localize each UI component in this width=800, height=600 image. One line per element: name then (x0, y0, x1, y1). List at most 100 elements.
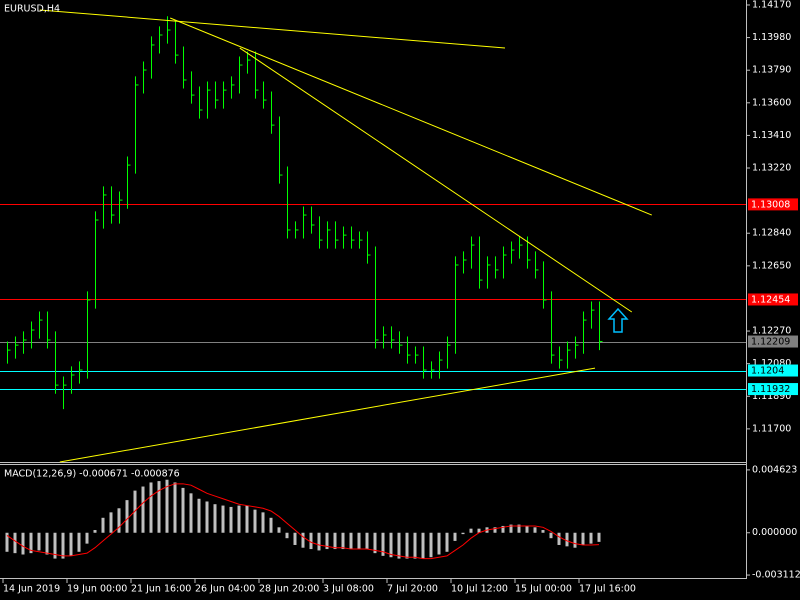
macd-bar (109, 512, 113, 533)
macd-bar (469, 528, 473, 533)
macd-bar (189, 493, 193, 533)
x-tick-label: 21 Jun 16:00 (131, 584, 191, 595)
macd-bar (333, 532, 337, 550)
macd-bar (373, 532, 377, 554)
y-tick-label: 1.13980 (752, 32, 791, 43)
macd-bar (317, 532, 321, 551)
price-level-label: 1.11932 (751, 384, 790, 395)
macd-bar (253, 509, 257, 533)
macd-bar (341, 532, 345, 550)
macd-bar (213, 504, 217, 533)
signal-line (6, 483, 600, 560)
pane-title: MACD(12,26,9) -0.000671 -0.000876 (4, 469, 180, 480)
macd-bar (157, 481, 161, 533)
macd-bar (349, 532, 353, 550)
macd-bar (413, 532, 417, 559)
x-tick-label: 10 Jul 12:00 (451, 584, 508, 595)
macd-bar (125, 500, 129, 533)
x-tick-label: 15 Jul 00:00 (515, 584, 572, 595)
macd-bar (557, 532, 561, 545)
macd-bar (141, 486, 145, 533)
y-tick-label: 1.13410 (752, 130, 791, 141)
macd-bar (453, 532, 457, 541)
macd-bar (205, 501, 209, 533)
price-level-label: 1.12209 (751, 337, 790, 348)
macd-bar (77, 532, 81, 552)
macd-bar (309, 532, 313, 550)
macd-bar (165, 479, 169, 533)
macd-bar (397, 532, 401, 559)
macd-bar (53, 532, 57, 559)
macd-bar (405, 532, 409, 559)
price-level-box (748, 293, 798, 306)
trend-line (59, 367, 596, 463)
macd-bar (229, 506, 233, 533)
macd-bar (325, 532, 329, 550)
trend-line (239, 47, 633, 313)
macd-bar (381, 532, 385, 556)
macd-bar (197, 498, 201, 533)
y-tick-label: 1.13790 (752, 65, 791, 76)
y-tick-label: 1.13600 (752, 97, 791, 108)
macd-bar (37, 532, 41, 551)
macd-bar (5, 532, 9, 552)
macd-bar (517, 524, 521, 533)
price-level-label: 1.13008 (751, 199, 790, 210)
macd-bar (173, 482, 177, 533)
y-tick-label: 0.004623 (752, 464, 797, 475)
macd-bar (85, 532, 89, 544)
y-tick-label: 1.12270 (752, 326, 791, 337)
trend-line (170, 17, 652, 216)
y-tick-label: 1.14170 (752, 0, 791, 10)
x-tick-label: 28 Jun 20:00 (259, 584, 319, 595)
macd-bar (237, 505, 241, 533)
macd-bar (429, 532, 433, 558)
x-tick-label: 19 Jun 00:00 (67, 584, 127, 595)
macd-bar (117, 508, 121, 533)
macd-bar (461, 532, 465, 535)
macd-bar (261, 512, 265, 533)
price-level-box (748, 364, 798, 377)
macd-bar (93, 530, 97, 533)
macd-bar (285, 532, 289, 539)
price-level-box (748, 198, 798, 211)
macd-bar (549, 532, 553, 539)
price-level-label: 1.12454 (751, 294, 790, 305)
macd-bar (45, 532, 49, 555)
macd-bar (533, 527, 537, 533)
macd-bar (149, 482, 153, 533)
macd-bar (221, 505, 225, 533)
price-level-box (748, 383, 798, 396)
macd-bar (565, 532, 569, 547)
y-tick-label: 0.000000 (752, 527, 797, 538)
y-tick-label: 1.11700 (752, 423, 791, 434)
macd-bar (293, 532, 297, 545)
y-tick-label: 1.12650 (752, 260, 791, 271)
y-tick-label: 1.12080 (752, 358, 791, 369)
macd-bar (301, 532, 305, 548)
macd-bar (509, 524, 513, 533)
macd-bar (597, 532, 601, 542)
macd-bar (589, 532, 593, 544)
price-level-box (748, 335, 798, 348)
macd-bar (277, 527, 281, 533)
x-tick-label: 26 Jun 04:00 (195, 584, 255, 595)
y-tick-label: 1.13220 (752, 163, 791, 174)
macd-bar (573, 532, 577, 548)
macd-bar (101, 517, 105, 533)
x-tick-label: 3 Jul 08:00 (323, 584, 374, 595)
x-tick-label: 7 Jul 20:00 (387, 584, 438, 595)
x-tick-label: 14 Jun 2019 (3, 584, 60, 595)
macd-bar (541, 530, 545, 533)
trend-line (39, 9, 506, 49)
y-tick-label: -0.003112 (752, 570, 800, 581)
price-level-label: 1.1204 (751, 366, 784, 377)
macd-bar (357, 532, 361, 550)
macd-bar (421, 532, 425, 559)
macd-bar (389, 532, 393, 558)
macd-bar (245, 505, 249, 533)
macd-bar (581, 532, 585, 545)
macd-bar (21, 532, 25, 555)
